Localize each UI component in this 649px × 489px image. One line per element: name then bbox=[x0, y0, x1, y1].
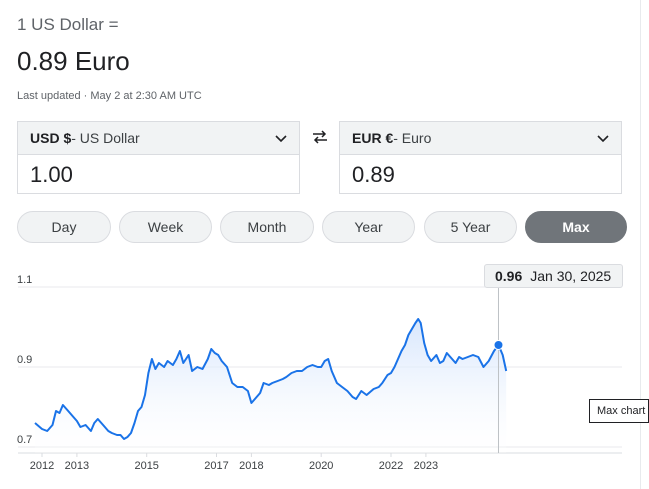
x-tick-label: 2013 bbox=[65, 460, 89, 472]
series-line bbox=[34, 318, 508, 440]
range-max-button[interactable]: Max bbox=[525, 211, 627, 243]
to-amount-input[interactable]: 0.89 bbox=[352, 162, 395, 187]
range-month-button[interactable]: Month bbox=[220, 211, 314, 243]
series-area bbox=[35, 319, 507, 453]
to-currency-code: EUR € bbox=[352, 130, 394, 146]
from-currency-box: USD $ - US Dollar 1.00 bbox=[17, 121, 300, 194]
x-tick-label: 2022 bbox=[379, 460, 403, 472]
y-tick-label: 1.1 bbox=[17, 274, 32, 286]
chevron-down-icon bbox=[275, 135, 287, 143]
from-currency-select[interactable]: USD $ - US Dollar bbox=[18, 122, 299, 155]
panel-right-border bbox=[640, 0, 641, 489]
from-currency-code: USD $ bbox=[30, 130, 72, 146]
tooltip-date: Jan 30, 2025 bbox=[530, 268, 612, 284]
x-tick-label: 2015 bbox=[134, 460, 158, 472]
from-amount-input[interactable]: 1.00 bbox=[30, 162, 73, 187]
alt-text-tooltip: Max chart bbox=[589, 399, 649, 423]
x-tick-label: 2018 bbox=[239, 460, 263, 472]
x-tick-label: 2023 bbox=[414, 460, 438, 472]
range-5year-button[interactable]: 5 Year bbox=[424, 211, 517, 243]
chevron-down-icon bbox=[597, 135, 609, 143]
last-updated-text: Last updated · May 2 at 2:30 AM UTC bbox=[17, 90, 202, 102]
conversion-result: 0.89 Euro bbox=[17, 46, 130, 76]
range-year-button[interactable]: Year bbox=[322, 211, 415, 243]
y-tick-label: 0.9 bbox=[17, 354, 32, 366]
to-currency-select[interactable]: EUR € - Euro bbox=[340, 122, 621, 155]
range-day-button[interactable]: Day bbox=[17, 211, 111, 243]
range-week-button[interactable]: Week bbox=[119, 211, 212, 243]
x-tick-label: 2020 bbox=[309, 460, 333, 472]
to-currency-name: - Euro bbox=[393, 130, 432, 146]
chart-tooltip: 0.96 Jan 30, 2025 bbox=[484, 264, 623, 288]
to-currency-box: EUR € - Euro 0.89 bbox=[339, 121, 622, 194]
exchange-rate-chart[interactable]: 1.1 0.9 0.7 2012 2013 2015 2017 2018 2020 2022 202… bbox=[0, 262, 640, 484]
from-currency-name: - US Dollar bbox=[71, 130, 140, 146]
swap-arrows-icon[interactable] bbox=[311, 128, 329, 146]
hover-point bbox=[493, 340, 504, 350]
base-amount-text: 1 US Dollar = bbox=[17, 15, 119, 34]
x-tick-label: 2012 bbox=[30, 460, 54, 472]
tooltip-value: 0.96 bbox=[495, 268, 523, 284]
x-tick-label: 2017 bbox=[204, 460, 228, 472]
y-tick-label: 0.7 bbox=[17, 434, 32, 446]
